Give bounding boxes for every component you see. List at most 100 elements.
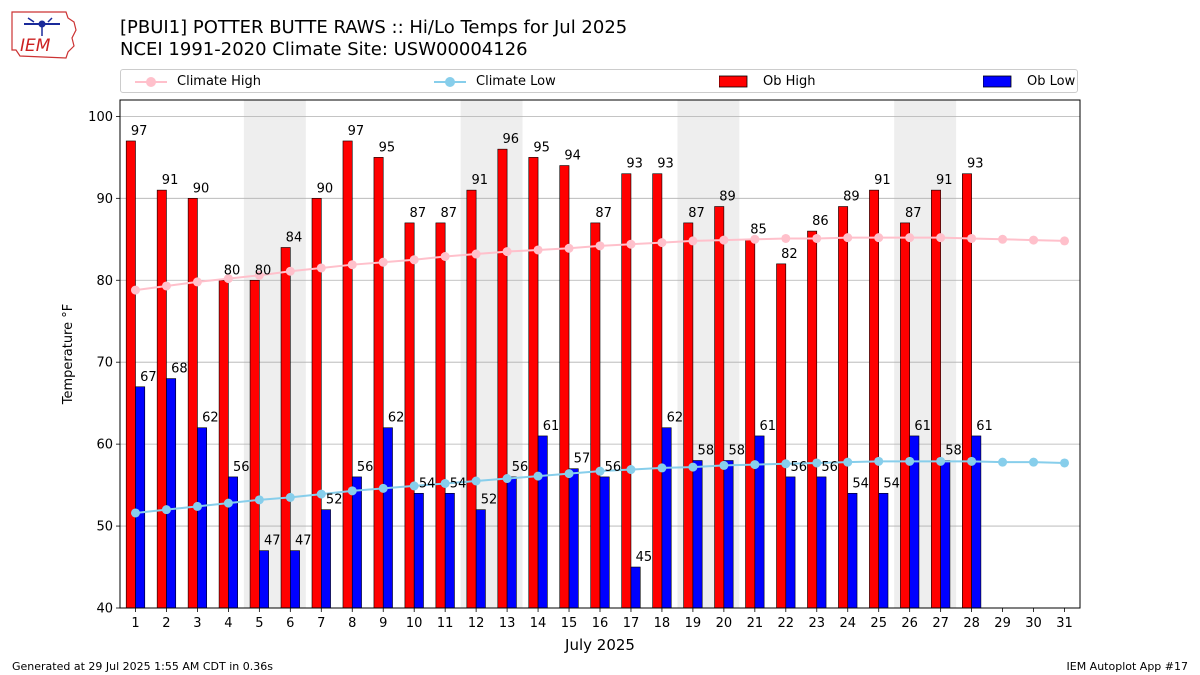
x-tick-label: 22	[778, 616, 795, 631]
y-axis-label: Temperature °F	[61, 304, 76, 405]
ob-low-bar	[568, 468, 579, 609]
x-tick-label: 10	[406, 616, 423, 631]
climate-high-point	[192, 277, 202, 287]
x-tick-label: 7	[317, 616, 325, 631]
x-tick-label: 16	[592, 616, 609, 631]
ob-high-bar	[528, 157, 539, 609]
x-tick-label: 1	[131, 616, 139, 631]
climate-high-point	[409, 255, 419, 265]
climate-high-point	[750, 234, 760, 244]
x-tick-label: 27	[932, 616, 949, 631]
x-tick-label: 23	[809, 616, 826, 631]
climate-low-point	[688, 462, 698, 472]
ob-high-value-label: 86	[812, 214, 829, 229]
ob-low-bar	[135, 386, 146, 609]
climate-low-point	[564, 469, 574, 479]
ob-high-bar	[900, 222, 910, 609]
climate-high-point	[998, 234, 1008, 244]
ob-high-bar	[745, 238, 756, 609]
legend-label: Ob Low	[1027, 74, 1076, 89]
climate-low-point	[409, 481, 419, 491]
x-tick-label: 21	[747, 616, 764, 631]
x-tick-label: 5	[255, 616, 263, 631]
x-tick-label: 25	[870, 616, 887, 631]
climate-low-point	[812, 458, 822, 468]
ob-high-bar	[280, 247, 291, 609]
climate-high-point	[533, 245, 543, 255]
x-tick-label: 29	[994, 616, 1011, 631]
x-tick-label: 13	[499, 616, 516, 631]
ob-high-value-label: 84	[286, 230, 303, 245]
x-tick-label: 3	[193, 616, 201, 631]
chart-subtitle: NCEI 1991-2020 Climate Site: USW00004126	[120, 39, 528, 60]
x-axis-label: July 2025	[564, 636, 635, 654]
ob-high-bar	[776, 263, 787, 609]
ob-low-bar	[259, 550, 269, 609]
x-tick-label: 31	[1056, 616, 1073, 631]
ob-low-value-label: 58	[698, 444, 715, 459]
ob-high-bar	[838, 206, 849, 609]
ob-high-bar	[559, 165, 570, 609]
climate-high-point	[905, 233, 915, 243]
ob-high-value-label: 85	[750, 222, 767, 237]
climate-low-point	[254, 495, 264, 505]
ob-high-value-label: 82	[781, 247, 798, 262]
y-tick-label: 60	[96, 438, 113, 453]
x-tick-label: 28	[963, 616, 980, 631]
ob-high-value-label: 91	[471, 173, 488, 188]
ob-high-value-label: 91	[162, 173, 179, 188]
ob-low-value-label: 56	[790, 460, 807, 475]
ob-high-value-label: 91	[874, 173, 891, 188]
climate-low-point	[471, 476, 481, 486]
climate-high-point	[812, 233, 822, 243]
ob-low-bar	[599, 476, 610, 609]
ob-low-bar	[506, 476, 517, 609]
climate-low-point	[626, 465, 636, 475]
ob-high-value-label: 93	[967, 157, 984, 172]
y-tick-label: 100	[88, 110, 113, 125]
ob-high-value-label: 80	[255, 263, 272, 278]
climate-high-point	[378, 257, 388, 267]
ob-low-bar	[351, 476, 362, 609]
y-tick-label: 80	[96, 274, 113, 289]
ob-high-value-label: 90	[193, 181, 210, 196]
ob-low-value-label: 67	[140, 370, 157, 385]
ob-low-value-label: 58	[945, 444, 962, 459]
ob-low-value-label: 45	[636, 550, 653, 565]
ob-high-bar	[125, 140, 136, 609]
climate-low-point	[378, 483, 388, 493]
climate-high-point	[967, 233, 977, 243]
ob-high-value-label: 97	[131, 124, 148, 139]
ob-low-bar	[692, 460, 703, 609]
ob-high-value-label: 91	[936, 173, 953, 188]
climate-low-point	[998, 457, 1008, 467]
climate-high-point	[626, 239, 636, 249]
ob-low-bar	[197, 427, 208, 609]
ob-low-value-label: 56	[357, 460, 374, 475]
ob-low-bar	[475, 509, 486, 609]
ob-low-value-label: 61	[759, 419, 776, 434]
y-tick-label: 70	[96, 356, 113, 371]
x-tick-label: 17	[623, 616, 640, 631]
ob-high-value-label: 89	[719, 190, 736, 205]
ob-low-value-label: 54	[419, 476, 436, 491]
ob-high-value-label: 97	[348, 124, 365, 139]
ob-low-value-label: 62	[202, 411, 219, 426]
ob-low-bar	[290, 550, 300, 609]
chart-title: [PBUI1] POTTER BUTTE RAWS :: Hi/Lo Temps…	[120, 17, 628, 38]
ob-low-value-label: 61	[914, 419, 931, 434]
climate-low-point	[285, 492, 295, 502]
climate-low-point	[347, 486, 357, 496]
climate-high-point	[502, 247, 512, 257]
ob-high-value-label: 87	[441, 206, 458, 221]
ob-low-value-label: 57	[574, 452, 591, 467]
climate-high-point	[1060, 236, 1070, 246]
ob-high-bar	[869, 189, 880, 609]
ob-low-bar	[537, 435, 548, 609]
climate-low-point	[1060, 458, 1070, 468]
climate-high-point	[843, 233, 853, 243]
ob-high-bar	[621, 173, 632, 609]
x-tick-label: 6	[286, 616, 294, 631]
x-tick-label: 30	[1025, 616, 1042, 631]
climate-low-point	[223, 498, 233, 508]
